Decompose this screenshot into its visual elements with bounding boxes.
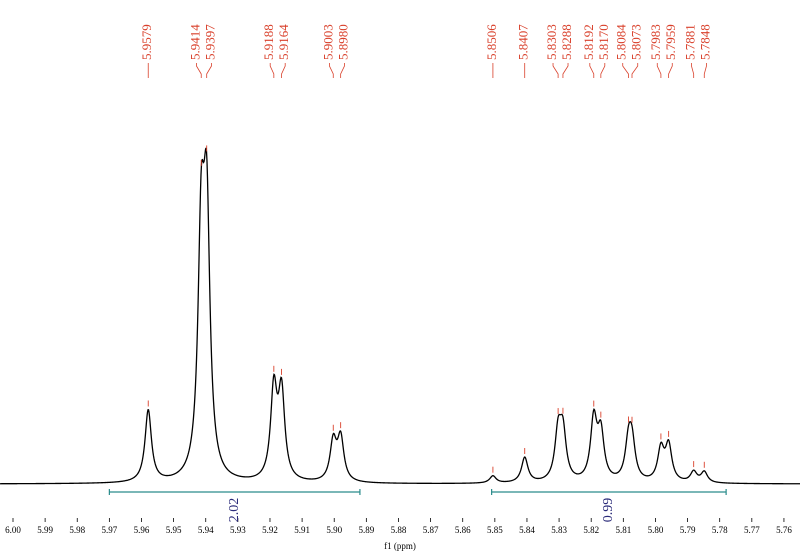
x-tick-label: 5.96 (134, 525, 150, 535)
x-tick-label: 5.92 (262, 525, 278, 535)
peak-leader (281, 63, 286, 78)
peak-label: 5.8303 (544, 24, 559, 60)
x-tick-label: 5.86 (455, 525, 471, 535)
peak-label: 5.8288 (559, 24, 574, 60)
peak-label: 5.8407 (516, 24, 531, 60)
peak-label: 5.7983 (648, 24, 663, 60)
x-tick-label: 5.94 (198, 525, 214, 535)
x-tick-label: 5.88 (391, 525, 407, 535)
x-tick-label: 5.82 (583, 525, 599, 535)
x-axis-label: f1 (ppm) (384, 541, 416, 551)
peak-leader (622, 63, 629, 78)
x-tick-label: 5.98 (69, 525, 85, 535)
peak-label: 5.9579 (139, 24, 154, 60)
x-tick-label: 5.99 (37, 525, 53, 535)
peak-leader (631, 63, 639, 78)
x-tick-label: 5.84 (519, 525, 535, 535)
x-tick-label: 5.77 (744, 525, 760, 535)
peak-label: 5.9188 (261, 24, 276, 60)
x-tick-label: 6.00 (5, 525, 21, 535)
peak-label: 5.8506 (484, 24, 499, 60)
peak-label: 5.9397 (202, 24, 217, 60)
peak-leader (589, 63, 595, 78)
peak-leader (562, 63, 569, 78)
integral-label: 2.02 (227, 498, 242, 523)
x-tick-label: 5.91 (294, 525, 310, 535)
peak-label: 5.7881 (682, 24, 697, 60)
peak-leader (691, 63, 695, 78)
peak-leader (196, 63, 202, 78)
x-tick-label: 5.80 (648, 525, 664, 535)
spectrum (0, 147, 800, 485)
peak-leader (206, 63, 212, 78)
peak-label: 5.8073 (629, 24, 644, 60)
peak-label: 5.8170 (596, 24, 611, 60)
peak-leader (269, 63, 275, 78)
x-tick-label: 5.97 (101, 525, 117, 535)
x-tick-label: 5.93 (230, 525, 246, 535)
peak-leader (668, 63, 673, 78)
peak-label: 5.8192 (581, 24, 596, 60)
peak-label: 5.7848 (697, 24, 712, 60)
x-tick-label: 5.95 (166, 525, 182, 535)
peak-label: 5.9003 (320, 24, 335, 60)
x-tick-label: 5.85 (487, 525, 503, 535)
x-tick-label: 5.78 (712, 525, 728, 535)
peak-leader (656, 63, 662, 78)
peak-label: 5.9164 (276, 24, 291, 60)
integral-label: 0.99 (601, 498, 616, 523)
x-tick-label: 5.87 (423, 525, 439, 535)
peak-leader (552, 63, 559, 78)
x-tick-label: 5.83 (551, 525, 567, 535)
peak-leader (340, 63, 345, 78)
x-tick-label: 5.89 (358, 525, 374, 535)
peak-leader (703, 63, 707, 78)
x-tick-label: 5.81 (615, 525, 631, 535)
peak-leader (600, 63, 606, 78)
x-tick-label: 5.90 (326, 525, 342, 535)
x-tick-label: 5.79 (680, 525, 696, 535)
peak-label: 5.8084 (614, 24, 629, 60)
x-tick-label: 5.76 (776, 525, 792, 535)
peak-label: 5.9414 (187, 24, 202, 60)
peak-leader (329, 63, 334, 78)
peak-label: 5.7959 (663, 24, 678, 60)
peak-label: 5.8980 (335, 24, 350, 60)
